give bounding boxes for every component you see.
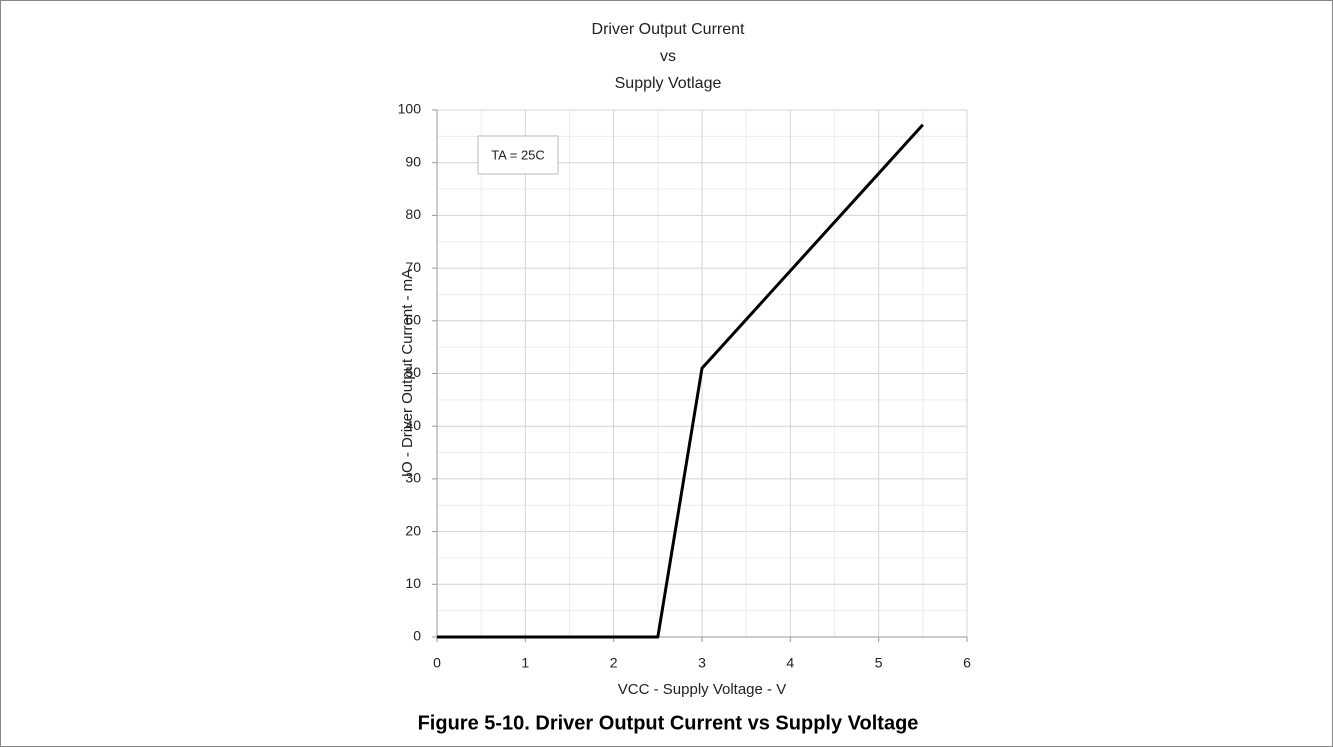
x-tick-label: 1	[521, 655, 529, 671]
annotation: TA = 25C	[491, 147, 545, 162]
y-tick-label: 50	[405, 364, 421, 380]
x-tick-label: 5	[875, 655, 883, 671]
caption: Figure 5-10. Driver Output Current vs Su…	[418, 712, 919, 734]
y-tick-label: 10	[405, 575, 421, 591]
chart-title: vs	[660, 48, 676, 65]
chart-title: Supply Votlage	[615, 75, 722, 92]
x-tick-label: 0	[433, 655, 441, 671]
y-tick-label: 90	[405, 153, 421, 169]
line	[437, 123, 924, 639]
y-tick-label: 100	[398, 101, 422, 117]
x-tick-label: 3	[698, 655, 706, 671]
y-tick-label: 40	[405, 417, 421, 433]
chart-title: Driver Output Current	[592, 21, 745, 38]
y-axis-title: IO - Driver Output Current - mA	[399, 269, 416, 477]
y-tick-label: 30	[405, 470, 421, 486]
x-axis-title: VCC - Supply Voltage - V	[618, 681, 786, 698]
y-tick-label: 70	[405, 259, 421, 275]
y-tick-label: 0	[413, 628, 421, 644]
plot	[437, 123, 924, 639]
x-tick-label: 4	[786, 655, 794, 671]
y-tick-label: 80	[405, 206, 421, 222]
annotation-box	[477, 135, 559, 175]
x-tick-label: 6	[963, 655, 971, 671]
x-tick-label: 2	[610, 655, 618, 671]
y-tick-label: 20	[405, 522, 421, 538]
y-tick-label: 60	[405, 312, 421, 328]
